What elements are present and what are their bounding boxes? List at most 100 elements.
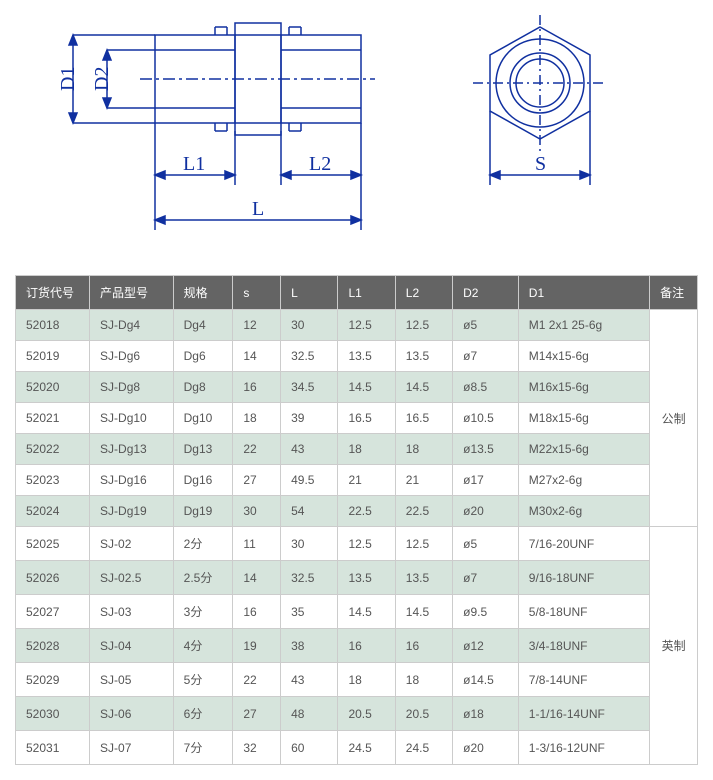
remark-cell: 公制 (650, 310, 698, 527)
table-cell: Dg6 (173, 341, 233, 372)
label-d2: D2 (91, 67, 113, 91)
table-cell: 52022 (16, 434, 90, 465)
table-cell: 49.5 (281, 465, 338, 496)
table-cell: 18 (395, 663, 452, 697)
table-cell: 2分 (173, 527, 233, 561)
table-cell: 22 (233, 663, 281, 697)
table-cell: ø9.5 (453, 595, 519, 629)
table-header: 规格 (173, 276, 233, 310)
table-cell: ø10.5 (453, 403, 519, 434)
remark-cell: 英制 (650, 527, 698, 765)
table-cell: 52024 (16, 496, 90, 527)
spec-table: 订货代号产品型号规格sLL1L2D2D1备注 52018SJ-Dg4Dg4123… (15, 275, 698, 765)
table-cell: 16 (395, 629, 452, 663)
table-cell: 39 (281, 403, 338, 434)
table-cell: SJ-Dg8 (90, 372, 174, 403)
table-cell: 24.5 (395, 731, 452, 765)
table-header: D1 (518, 276, 649, 310)
table-cell: 52026 (16, 561, 90, 595)
table-cell: ø7 (453, 561, 519, 595)
table-cell: ø18 (453, 697, 519, 731)
table-cell: 16 (233, 372, 281, 403)
table-cell: 7分 (173, 731, 233, 765)
table-cell: SJ-02 (90, 527, 174, 561)
table-cell: 22.5 (338, 496, 395, 527)
table-cell: 3/4-18UNF (518, 629, 649, 663)
table-row: 52022SJ-Dg13Dg1322431818ø13.5M22x15-6g (16, 434, 698, 465)
table-cell: 14.5 (395, 372, 452, 403)
table-cell: 24.5 (338, 731, 395, 765)
table-row: 52028SJ-044分19381616ø123/4-18UNF (16, 629, 698, 663)
label-l2: L2 (309, 153, 331, 175)
table-row: 52021SJ-Dg10Dg10183916.516.5ø10.5M18x15-… (16, 403, 698, 434)
table-cell: ø20 (453, 496, 519, 527)
table-header: L1 (338, 276, 395, 310)
table-cell: SJ-Dg4 (90, 310, 174, 341)
table-cell: 12.5 (338, 527, 395, 561)
table-cell: ø20 (453, 731, 519, 765)
table-cell: 30 (233, 496, 281, 527)
table-cell: 19 (233, 629, 281, 663)
end-view-diagram: S (455, 15, 625, 245)
table-cell: ø14.5 (453, 663, 519, 697)
table-cell: ø12 (453, 629, 519, 663)
table-cell: 14.5 (338, 595, 395, 629)
table-cell: 60 (281, 731, 338, 765)
table-cell: 1-3/16-12UNF (518, 731, 649, 765)
table-cell: 1-1/16-14UNF (518, 697, 649, 731)
table-cell: 16.5 (395, 403, 452, 434)
table-cell: M14x15-6g (518, 341, 649, 372)
diagram-area: D1 D2 L1 L2 L S (15, 15, 698, 245)
table-cell: Dg13 (173, 434, 233, 465)
label-d1: D1 (57, 67, 79, 91)
table-cell: 43 (281, 663, 338, 697)
table-cell: 52021 (16, 403, 90, 434)
table-cell: 52028 (16, 629, 90, 663)
table-row: 52025SJ-022分113012.512.5ø57/16-20UNF英制 (16, 527, 698, 561)
table-cell: 52025 (16, 527, 90, 561)
table-cell: 22 (233, 434, 281, 465)
table-cell: 21 (338, 465, 395, 496)
table-cell: M27x2-6g (518, 465, 649, 496)
table-cell: SJ-07 (90, 731, 174, 765)
table-cell: 52027 (16, 595, 90, 629)
table-cell: 13.5 (395, 561, 452, 595)
table-header: D2 (453, 276, 519, 310)
table-cell: 32 (233, 731, 281, 765)
table-cell: ø13.5 (453, 434, 519, 465)
table-cell: 12.5 (395, 310, 452, 341)
table-row: 52019SJ-Dg6Dg61432.513.513.5ø7M14x15-6g (16, 341, 698, 372)
table-cell: 5分 (173, 663, 233, 697)
table-cell: 20.5 (338, 697, 395, 731)
table-header: s (233, 276, 281, 310)
table-cell: M30x2-6g (518, 496, 649, 527)
table-cell: 52018 (16, 310, 90, 341)
table-cell: M22x15-6g (518, 434, 649, 465)
table-cell: Dg10 (173, 403, 233, 434)
table-cell: 9/16-18UNF (518, 561, 649, 595)
table-cell: 14.5 (395, 595, 452, 629)
table-cell: SJ-06 (90, 697, 174, 731)
table-cell: 13.5 (338, 341, 395, 372)
table-row: 52018SJ-Dg4Dg4123012.512.5ø5M1 2x1 25-6g… (16, 310, 698, 341)
table-cell: 12 (233, 310, 281, 341)
table-cell: 52031 (16, 731, 90, 765)
table-header: 订货代号 (16, 276, 90, 310)
table-cell: SJ-Dg19 (90, 496, 174, 527)
table-cell: M18x15-6g (518, 403, 649, 434)
table-cell: M16x15-6g (518, 372, 649, 403)
table-cell: 52019 (16, 341, 90, 372)
table-cell: 32.5 (281, 561, 338, 595)
table-cell: SJ-04 (90, 629, 174, 663)
table-cell: 52020 (16, 372, 90, 403)
table-cell: 27 (233, 465, 281, 496)
table-cell: 16.5 (338, 403, 395, 434)
table-cell: SJ-Dg16 (90, 465, 174, 496)
table-cell: 32.5 (281, 341, 338, 372)
table-cell: 13.5 (338, 561, 395, 595)
table-header-row: 订货代号产品型号规格sLL1L2D2D1备注 (16, 276, 698, 310)
table-cell: M1 2x1 25-6g (518, 310, 649, 341)
table-cell: 54 (281, 496, 338, 527)
table-cell: SJ-Dg6 (90, 341, 174, 372)
table-cell: SJ-Dg10 (90, 403, 174, 434)
